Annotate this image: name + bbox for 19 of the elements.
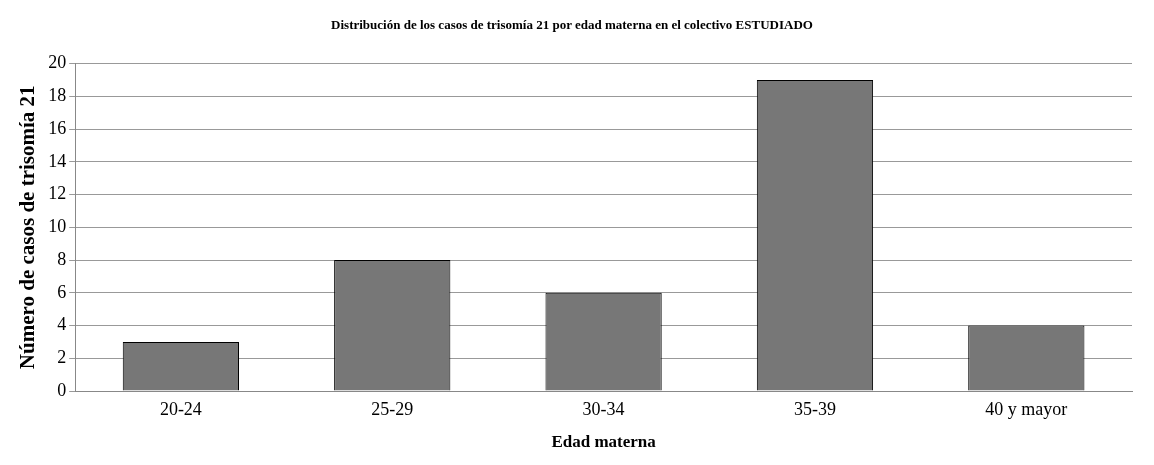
x-tick-label: 20-24 xyxy=(159,398,202,419)
y-tick-label: 14 xyxy=(48,150,67,171)
y-tick-label: 10 xyxy=(48,216,67,237)
y-tick-label: 16 xyxy=(48,117,67,138)
x-tick-label: 30-34 xyxy=(582,398,625,419)
x-axis-title: Edad materna xyxy=(551,432,657,452)
y-axis-title: Número de casos de trisomía 21 xyxy=(15,85,40,370)
x-tick-label: 35-39 xyxy=(793,398,836,419)
y-tick-label: 2 xyxy=(57,346,67,367)
y-tick-label: 20 xyxy=(48,52,67,73)
x-tick-label: 25-29 xyxy=(371,398,414,419)
y-tick-label: 12 xyxy=(48,183,67,204)
y-tick-label: 6 xyxy=(57,281,67,302)
y-tick-label: 0 xyxy=(57,379,67,400)
x-tick-label: 40 y mayor xyxy=(985,398,1068,419)
y-tick-label: 4 xyxy=(57,314,67,335)
y-tick-label: 18 xyxy=(48,85,67,106)
chart-title: Distribución de los casos de trisomía 21 por edad materna en el colectivo ESTUDIADO xyxy=(331,17,813,33)
y-tick-label: 8 xyxy=(57,248,67,269)
